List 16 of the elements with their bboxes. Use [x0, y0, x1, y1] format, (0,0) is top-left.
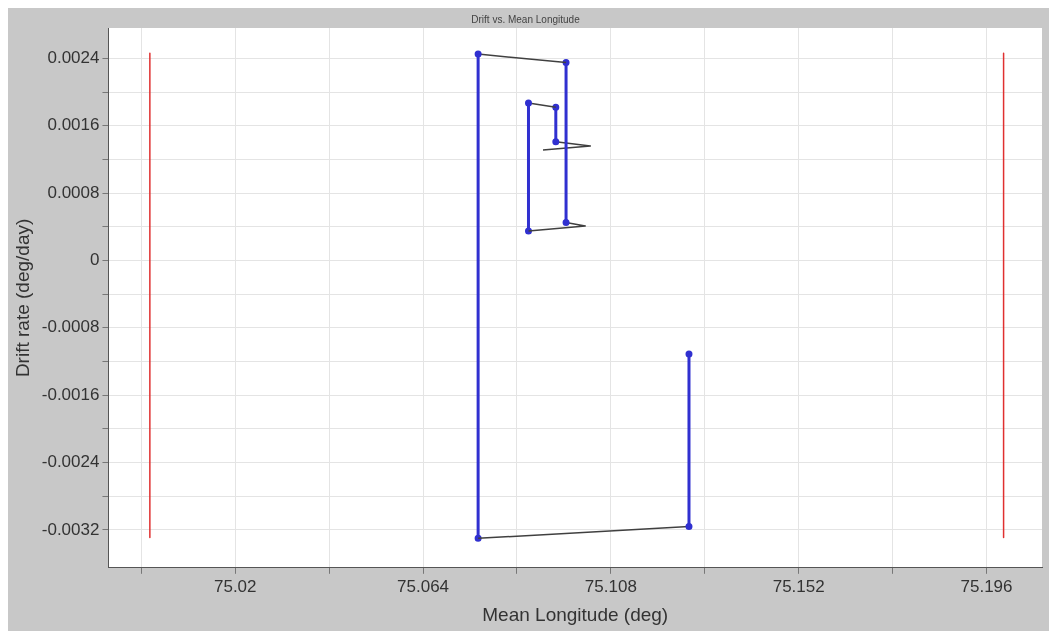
x-tick-label: 75.196 — [960, 576, 1013, 596]
y-tick-label: -0.0032 — [41, 519, 100, 539]
y-axis-title: Drift rate (deg/day) — [11, 218, 33, 378]
y-tick-label: 0 — [89, 250, 100, 270]
x-tick-label: 75.064 — [397, 576, 450, 596]
y-tick-label: 0.0008 — [47, 182, 100, 202]
x-axis-title: Mean Longitude (deg) — [482, 603, 669, 625]
y-tick-label: -0.0024 — [41, 452, 100, 472]
x-tick-label: 75.152 — [772, 576, 825, 596]
y-tick-label: -0.0008 — [41, 317, 100, 337]
chart-title: Drift vs. Mean Longitude — [471, 13, 581, 25]
y-tick-label: 0.0024 — [47, 48, 100, 67]
y-tick-label: -0.0016 — [41, 384, 100, 404]
y-tick-label: 0.0016 — [47, 115, 100, 135]
x-tick-label: 75.108 — [584, 576, 637, 596]
x-tick-label: 75.02 — [213, 576, 257, 596]
